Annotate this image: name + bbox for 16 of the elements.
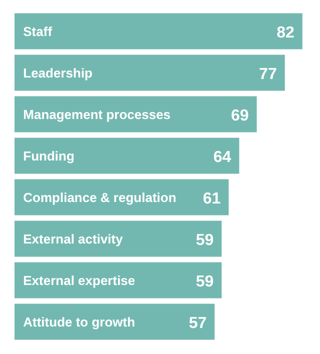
y-tick-label: Compliance & regulation [23,190,176,205]
y-tick-label: Attitude to growth [23,314,136,330]
y-tick-label: Leadership [23,65,93,80]
data-label: 82 [276,24,295,42]
y-tick-label: Management processes [23,106,171,122]
data-label: 69 [230,107,249,124]
data-label: 77 [259,66,277,83]
data-label: 57 [188,314,207,332]
data-label: 61 [202,190,221,208]
y-tick-label: Funding [23,148,74,164]
data-label: 59 [196,232,214,249]
y-tick-label: External activity [23,231,124,246]
y-tick-label: Staff [23,24,53,39]
y-tick-label: External expertise [23,272,136,288]
data-label: 64 [213,148,232,166]
data-label: 59 [196,273,214,290]
